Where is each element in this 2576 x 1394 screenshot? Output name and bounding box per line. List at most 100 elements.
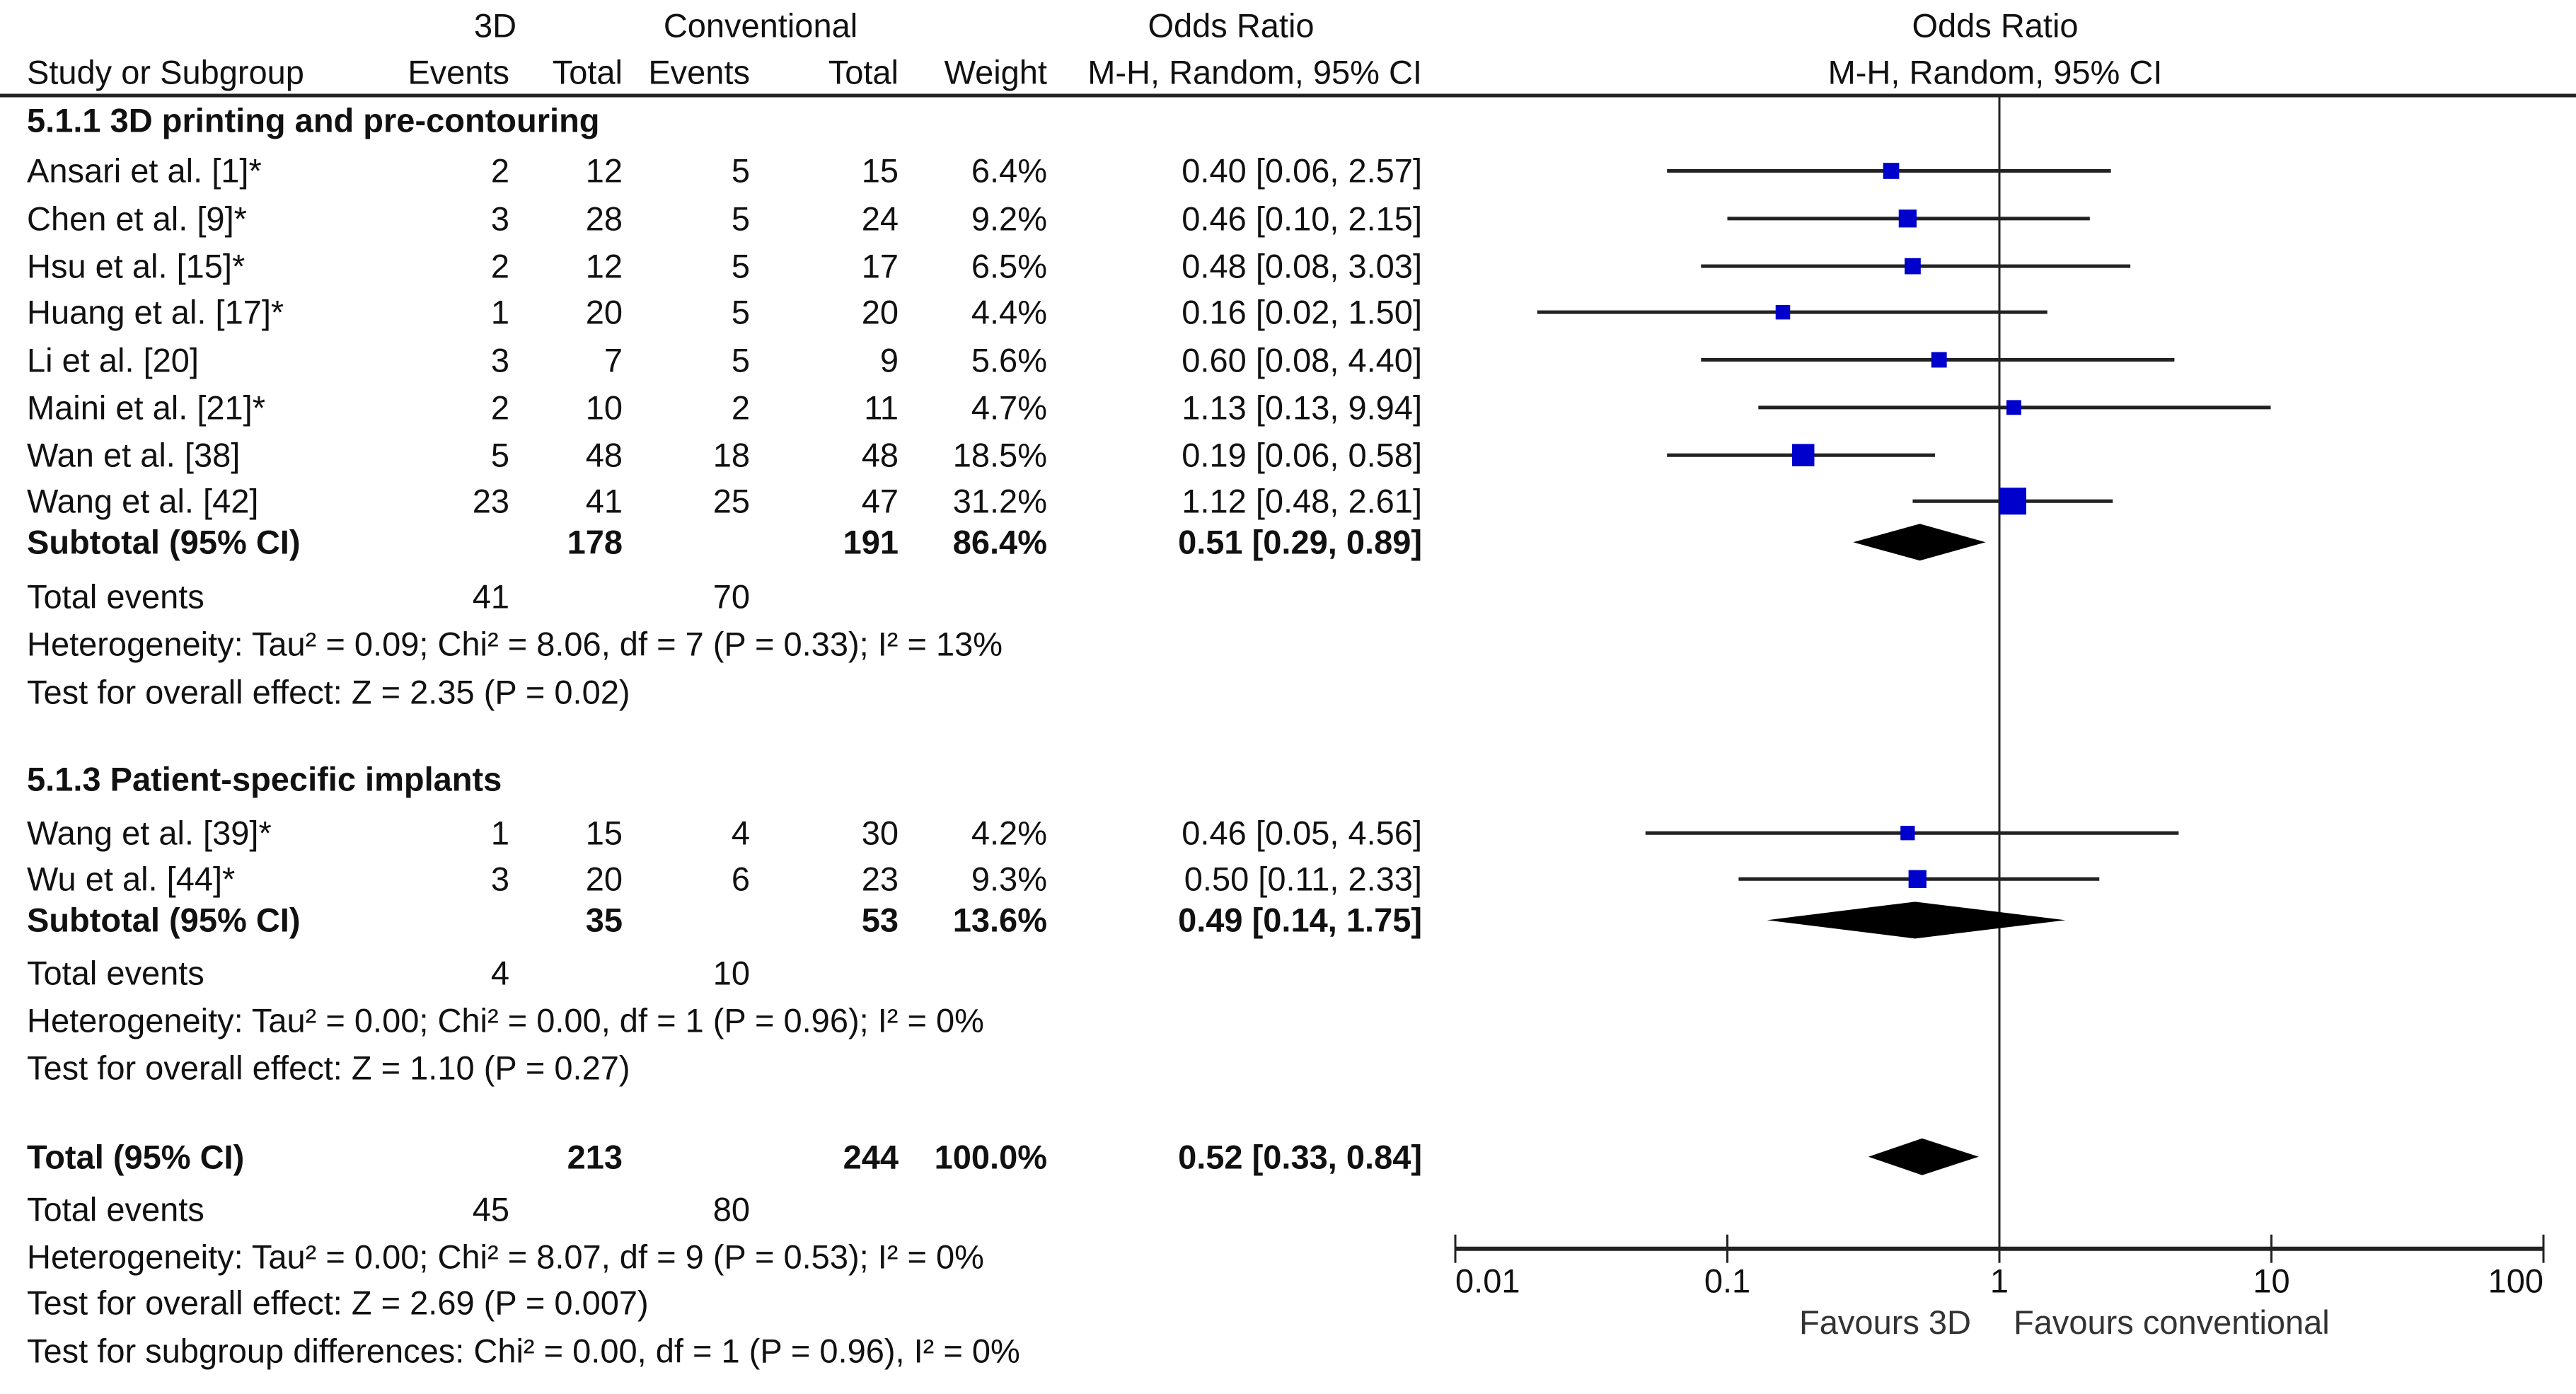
odds-ratio-ci: 0.19 [0.06, 0.58]	[1182, 436, 1422, 474]
summary-diamond	[1767, 902, 2066, 939]
study-marker	[1898, 209, 1917, 228]
total-3d: 12	[585, 247, 623, 285]
study-marker	[1883, 163, 1900, 179]
weight: 9.3%	[971, 860, 1047, 898]
total-3d: 20	[585, 860, 623, 898]
study-name: Wan et al. [38]	[27, 436, 241, 474]
study-marker	[1999, 488, 2026, 515]
weight: 5.6%	[971, 341, 1047, 379]
total-3d: 48	[585, 436, 623, 474]
summary-diamond	[1853, 524, 1986, 561]
odds-ratio-ci: 0.60 [0.08, 4.40]	[1182, 341, 1422, 379]
study-name: Wang et al. [42]	[27, 482, 259, 520]
weight: 6.5%	[971, 247, 1047, 285]
events-conventional: 5	[731, 341, 750, 379]
study-marker	[2006, 400, 2021, 415]
subtotal-total-3d: 35	[585, 901, 623, 939]
study-name: Huang et al. [17]*	[27, 293, 284, 331]
study-marker	[1931, 352, 1947, 368]
study-name: Ansari et al. [1]*	[27, 151, 262, 190]
events-3d: 2	[490, 151, 509, 190]
subgroup-title: 5.1.3 Patient-specific implants	[27, 760, 502, 798]
overall-effect-text: Test for overall effect: Z = 2.69 (P = 0…	[27, 1284, 649, 1322]
x-tick-label: 0.01	[1455, 1262, 1520, 1300]
study-name: Li et al. [20]	[27, 341, 199, 379]
events-conventional: 5	[731, 293, 750, 331]
study-marker	[1905, 258, 1921, 275]
events-conventional: 25	[712, 482, 750, 520]
weight: 4.7%	[971, 388, 1047, 427]
total-3d: 12	[585, 151, 623, 190]
weight: 4.2%	[971, 814, 1047, 852]
odds-ratio-ci: 0.46 [0.05, 4.56]	[1182, 814, 1422, 852]
total-3d: 20	[585, 293, 623, 331]
subgroup-title: 5.1.1 3D printing and pre-contouring	[27, 101, 600, 139]
plot-method-header: M-H, Random, 95% CI	[1827, 53, 2163, 91]
favours-left-label: Favours 3D	[1799, 1303, 1971, 1341]
events-3d: 2	[490, 247, 509, 285]
x-tick-label: 100	[2488, 1262, 2543, 1300]
events-3d: 5	[490, 436, 509, 474]
study-name: Hsu et al. [15]*	[27, 247, 246, 285]
subtotal-total-conventional: 191	[843, 523, 899, 561]
total1-header: Total	[552, 53, 623, 91]
events-conventional: 5	[731, 151, 750, 190]
odds-ratio-ci: 0.40 [0.06, 2.57]	[1182, 151, 1422, 190]
study-column-header: Study or Subgroup	[27, 53, 304, 91]
plot-title-header: Odds Ratio	[1912, 6, 2079, 45]
events-conventional: 18	[712, 436, 750, 474]
events-conventional: 2	[731, 388, 750, 427]
heterogeneity-text: Heterogeneity: Tau² = 0.09; Chi² = 8.06,…	[27, 625, 1003, 663]
x-tick-label: 10	[2253, 1262, 2289, 1300]
total-conventional-n: 244	[843, 1138, 899, 1176]
events1-header: Events	[408, 53, 509, 91]
total-events-label: Total events	[27, 577, 204, 616]
subtotal-total-3d: 178	[567, 523, 623, 561]
events-3d: 3	[490, 341, 509, 379]
weight: 6.4%	[971, 151, 1047, 190]
odds-ratio-ci: 0.50 [0.11, 2.33]	[1184, 860, 1422, 898]
subtotal-weight: 13.6%	[952, 901, 1047, 939]
total-conventional: 17	[861, 247, 899, 285]
total-conventional: 47	[861, 482, 899, 520]
events-3d: 3	[490, 200, 509, 238]
total-conventional: 30	[861, 814, 899, 852]
x-tick-label: 0.1	[1704, 1262, 1750, 1300]
total2-header: Total	[828, 53, 899, 91]
total-label: Total (95% CI)	[27, 1138, 245, 1176]
total-ci: 0.52 [0.33, 0.84]	[1178, 1138, 1422, 1176]
total-conventional: 23	[861, 860, 899, 898]
total-3d: 7	[603, 341, 623, 379]
total-conventional: 9	[879, 341, 899, 379]
total-conventional: 20	[861, 293, 899, 331]
weight: 18.5%	[952, 436, 1047, 474]
odds-ratio-ci: 1.12 [0.48, 2.61]	[1182, 482, 1422, 520]
events-conventional: 5	[731, 200, 750, 238]
weight: 31.2%	[952, 482, 1047, 520]
subtotal-label: Subtotal (95% CI)	[27, 901, 301, 939]
odds-ratio-ci: 0.16 [0.02, 1.50]	[1182, 293, 1422, 331]
total-events-conventional: 70	[712, 577, 750, 616]
study-name: Chen et al. [9]*	[27, 200, 247, 238]
group2-header: Conventional	[663, 6, 858, 45]
overall-effect-text: Test for overall effect: Z = 1.10 (P = 0…	[27, 1049, 630, 1087]
events2-header: Events	[648, 53, 750, 91]
events-conventional: 4	[731, 814, 750, 852]
odds-ratio-ci: 1.13 [0.13, 9.94]	[1182, 388, 1422, 427]
subtotal-weight: 86.4%	[952, 523, 1047, 561]
overall-effect-text: Test for overall effect: Z = 2.35 (P = 0…	[27, 673, 630, 711]
subtotal-label: Subtotal (95% CI)	[27, 523, 301, 561]
or-method-header: M-H, Random, 95% CI	[1087, 53, 1422, 91]
total-conventional: 11	[864, 388, 899, 427]
total-events-3d: 4	[490, 954, 509, 992]
weight: 4.4%	[971, 293, 1047, 331]
study-marker	[1775, 304, 1791, 320]
summary-diamond	[1868, 1138, 1979, 1175]
odds-ratio-ci: 0.46 [0.10, 2.15]	[1182, 200, 1422, 238]
study-marker	[1791, 444, 1815, 466]
study-name: Wang et al. [39]*	[27, 814, 272, 852]
events-3d: 23	[472, 482, 509, 520]
total-events-label: Total events	[27, 1190, 204, 1228]
study-name: Maini et al. [21]*	[27, 388, 266, 427]
